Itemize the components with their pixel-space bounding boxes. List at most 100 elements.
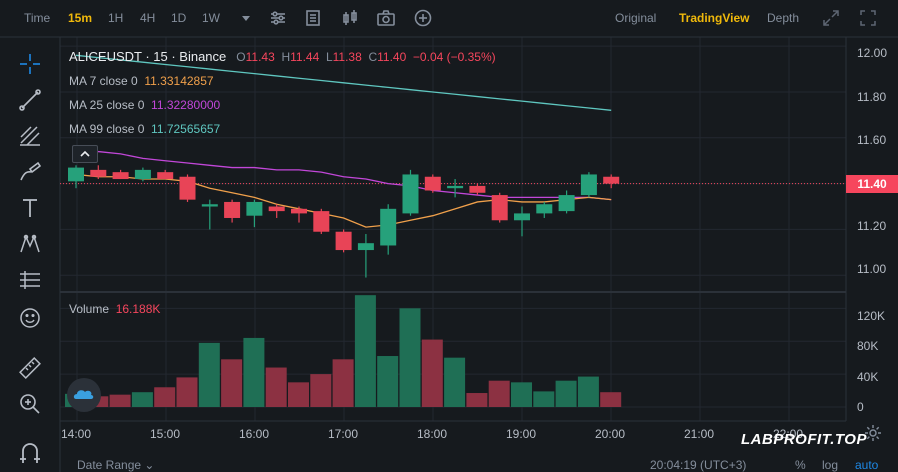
top-toolbar: Time 15m 1H 4H 1D 1W Original TradingVie… [0, 0, 898, 37]
measure-lines-icon[interactable] [17, 267, 43, 293]
price-tick: 11.00 [857, 262, 887, 276]
app-badge-icon[interactable] [67, 378, 101, 412]
ma25-value: 11.32280000 [151, 98, 221, 112]
close-value: 11.40 [377, 50, 407, 64]
legend-ma7: MA 7 close 0 11.33142857 [69, 74, 214, 88]
trendline-icon[interactable] [17, 87, 43, 113]
ma25-line [75, 146, 612, 201]
candle-body [246, 201, 263, 216]
candle-body [357, 243, 374, 251]
chevron-down-icon[interactable] [236, 8, 256, 28]
legend-ma99: MA 99 close 0 11.72565657 [69, 122, 220, 136]
interval-time[interactable]: Time [24, 11, 51, 25]
settings-gear-icon[interactable] [864, 424, 882, 442]
candle-body [134, 169, 151, 180]
time-tick: 16:00 [239, 427, 270, 441]
legend-ohlc-row: ALICEUSDT · 15 · Binance O11.43 H11.44 L… [69, 49, 496, 64]
log-toggle[interactable]: log [822, 458, 839, 472]
magnet-icon[interactable] [17, 441, 43, 467]
percent-toggle[interactable]: % [795, 458, 806, 472]
candle-body [68, 167, 84, 182]
pattern-icon[interactable] [17, 231, 43, 257]
candle-body [603, 176, 620, 184]
legend-ma25: MA 25 close 0 11.32280000 [69, 98, 220, 112]
date-range-button[interactable]: Date Range ⌄ [77, 458, 154, 472]
grid-icon[interactable] [303, 8, 323, 28]
watermark: LABPROFIT.TOP [741, 431, 867, 448]
view-depth[interactable]: Depth [767, 11, 800, 25]
volume-bar [154, 387, 176, 407]
ma25-label: MA 25 close 0 [69, 98, 145, 112]
text-icon[interactable] [17, 195, 43, 221]
volume-bar [109, 394, 131, 407]
volume-bar [332, 359, 354, 407]
time-tick: 15:00 [150, 427, 181, 441]
price-tick: 12.00 [857, 46, 888, 60]
brush-icon[interactable] [17, 159, 43, 185]
interval-1h[interactable]: 1H [108, 11, 124, 25]
chart-type-icon[interactable] [340, 8, 360, 28]
volume-bar [577, 376, 599, 407]
camera-icon[interactable] [376, 8, 396, 28]
volume-value: 16.188K [115, 302, 161, 316]
add-circle-icon[interactable] [413, 8, 433, 28]
candle-body [112, 172, 129, 180]
interval-1d[interactable]: 1D [171, 11, 187, 25]
interval-4h[interactable]: 4H [140, 11, 156, 25]
volume-bar [265, 367, 287, 407]
fib-icon[interactable] [17, 123, 43, 149]
price-tick: 11.80 [857, 90, 887, 104]
volume-bar [488, 380, 510, 407]
volume-tick: 40K [857, 370, 879, 384]
emoji-icon[interactable] [17, 305, 43, 331]
low-label: L [325, 50, 333, 64]
open-value: 11.43 [245, 50, 275, 64]
time-tick: 14:00 [61, 427, 92, 441]
expand-icon[interactable] [821, 8, 841, 28]
volume-tick: 0 [857, 400, 864, 414]
symbol-title: ALICEUSDT · 15 · Binance [69, 49, 227, 64]
ma7-value: 11.33142857 [144, 74, 214, 88]
ma7-label: MA 7 close 0 [69, 74, 138, 88]
volume-bar [310, 374, 332, 407]
crosshair-icon[interactable] [17, 51, 43, 77]
candle-body [157, 172, 174, 180]
volume-bar [600, 392, 622, 407]
indicators-icon[interactable] [268, 8, 288, 28]
volume-bar [511, 382, 532, 407]
volume-label: Volume [69, 302, 110, 316]
volume-bar [444, 357, 466, 407]
high-label: H [281, 50, 291, 64]
view-tradingview[interactable]: TradingView [679, 11, 750, 25]
volume-bar [466, 393, 488, 407]
candle-body [224, 201, 241, 218]
candle-body [491, 195, 508, 221]
view-original[interactable]: Original [615, 11, 657, 25]
auto-toggle[interactable]: auto [855, 458, 879, 472]
drawing-toolbar [0, 37, 60, 472]
volume-bar [131, 392, 153, 407]
candle-body [514, 213, 530, 221]
candle-body [201, 204, 218, 207]
volume-bar [399, 308, 421, 407]
fullscreen-icon[interactable] [858, 8, 878, 28]
date-range-label: Date Range [77, 458, 142, 472]
collapse-legend-button[interactable] [72, 145, 98, 163]
time-tick: 18:00 [417, 427, 448, 441]
cloud-icon [73, 390, 94, 399]
interval-15m[interactable]: 15m [68, 11, 93, 25]
ruler-icon[interactable] [17, 355, 43, 381]
candle-body [536, 204, 553, 214]
time-tick: 21:00 [684, 427, 715, 441]
volume-tick: 120K [857, 309, 886, 323]
legend-volume: Volume 16.188K [69, 302, 160, 316]
time-tick: 19:00 [506, 427, 537, 441]
zoom-in-icon[interactable] [17, 391, 43, 417]
interval-1w[interactable]: 1W [202, 11, 220, 25]
candle-body [380, 208, 397, 246]
volume-bar [288, 382, 309, 407]
candle-body [558, 195, 575, 212]
time-tick: 20:00 [595, 427, 626, 441]
open-label: O [236, 50, 246, 64]
